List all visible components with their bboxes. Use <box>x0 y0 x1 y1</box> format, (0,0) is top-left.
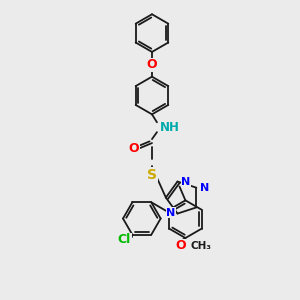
Text: O: O <box>129 142 140 154</box>
Text: NH: NH <box>160 121 180 134</box>
Text: O: O <box>147 58 157 71</box>
Text: O: O <box>175 239 186 252</box>
Text: N: N <box>200 183 209 193</box>
Text: N: N <box>182 176 191 187</box>
Text: CH₃: CH₃ <box>190 241 212 251</box>
Text: N: N <box>166 208 176 218</box>
Text: Cl: Cl <box>118 233 131 246</box>
Text: S: S <box>147 168 157 182</box>
